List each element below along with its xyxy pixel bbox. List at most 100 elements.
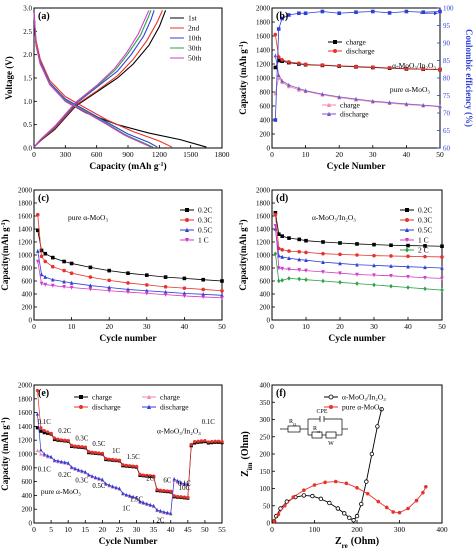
x-tick-label: 300 (394, 525, 406, 534)
y2-tick-label: 95 (443, 22, 451, 30)
series-1-point (372, 253, 376, 258)
legend-marker (329, 405, 333, 409)
panel-tag: (c) (38, 193, 49, 204)
rate-label-bottom: 0.2C (58, 472, 71, 479)
series-0-point (389, 243, 393, 248)
series-1-point (165, 489, 169, 493)
series-1-point (404, 66, 409, 71)
x-label-close: ) (163, 161, 166, 172)
legend-label: discharge (160, 403, 189, 412)
x-axis-label: Cycle Number (327, 162, 387, 172)
series-1-point (321, 251, 325, 256)
series-1-point (210, 439, 214, 444)
series-3-point (387, 100, 392, 105)
x-tick-label: 1500 (183, 150, 198, 159)
legend-marker (405, 227, 409, 232)
y-label-text: Capacity(mAh g (238, 227, 248, 291)
x-label-text: Cycle number (328, 334, 386, 344)
label-composite: α-MoO₃/In₂O₃ (392, 61, 436, 70)
series-2-point (304, 258, 308, 262)
rate-label-top: 0.1C (202, 419, 215, 426)
y-tick-label: 1000 (18, 252, 33, 260)
y-tick-label: 1800 (256, 19, 271, 27)
legend-label: α-MoO₃/In₂O₃ (342, 393, 386, 402)
series-4-point (277, 278, 281, 284)
y2-tick-label: 85 (443, 57, 451, 65)
y-tick-label: 1400 (18, 423, 33, 431)
rate-label-bottom: 1.5C (130, 496, 143, 503)
series-0-point (318, 496, 324, 502)
series-0-point (126, 271, 130, 275)
series-3-charge-line (33, 10, 152, 148)
rate-label-top: 1C (112, 448, 120, 455)
series-3-point (104, 481, 108, 486)
y-tick-label: 1600 (256, 213, 271, 221)
series-1-point (287, 60, 291, 64)
series-0-point (423, 244, 427, 248)
series-0-point (280, 234, 284, 238)
series-3-point (35, 411, 40, 416)
y-tick-label: 200 (22, 304, 33, 312)
y-tick-label: 2.5 (23, 28, 32, 36)
series-1-point (365, 491, 370, 496)
series-0-point (354, 513, 360, 519)
y-tick-label: 1800 (256, 200, 271, 208)
series-4-point (438, 9, 442, 14)
series-3-point (389, 274, 393, 278)
legend-label: 0.5C (198, 226, 212, 235)
series-2-charge-line (33, 10, 155, 148)
series-0-point (338, 241, 342, 245)
series-1-point (39, 426, 43, 430)
panel-d: 0 10 20 30 40 50 0 200 400 600 800 1000 1200 1400 1600… (238, 187, 446, 345)
x-axis-label: Cycle number (99, 334, 157, 344)
series-1-point (169, 489, 173, 493)
y-label-sup: -1 (1, 420, 7, 425)
y-label-text: Capacity(mAh g (0, 227, 10, 291)
x-label-text: Cycle Number (99, 537, 159, 547)
series-0-discharge-line (33, 12, 207, 148)
series-1-point (282, 503, 287, 508)
series-3-point (172, 476, 176, 481)
rate-label-top: 0.3C (75, 435, 88, 442)
series-1-point (423, 254, 427, 259)
x-tick-label: 15 (82, 525, 90, 534)
series-3-point (404, 101, 409, 106)
series-0-point (440, 244, 444, 249)
series-1-point (175, 494, 180, 499)
series-2-point (389, 263, 393, 268)
legend-marker (147, 394, 151, 399)
series-1-point (56, 437, 60, 441)
series-4-line (275, 253, 443, 291)
panel-tag: (a) (38, 11, 50, 22)
panel-tag: (e) (38, 388, 49, 399)
x-tick-label: 300 (60, 150, 72, 159)
series-1-point (131, 464, 135, 468)
y-tick-label: 600 (22, 278, 33, 286)
legend-label: 0.2C (198, 206, 212, 215)
series-0-point (327, 500, 332, 506)
rate-label-bottom: 0.1C (178, 480, 191, 487)
series-1-point (126, 281, 130, 285)
series-1-point (83, 445, 87, 449)
series-0-point (297, 237, 301, 242)
series-0-point (287, 236, 291, 240)
series-3-point (80, 468, 84, 473)
y-tick-label: 400 (260, 291, 271, 299)
series-1-point (145, 283, 149, 287)
series-2-point (372, 263, 376, 268)
series-1-point (338, 252, 342, 257)
y2-axis-label: Coulombic efficiency (%) (464, 29, 474, 127)
series-0-point (39, 248, 44, 253)
x-label-sub: re (342, 542, 348, 550)
warburg-element (325, 431, 337, 439)
y2-tick-label: 60 (443, 145, 451, 153)
series-0-point (335, 506, 341, 511)
series-1-point (406, 254, 410, 259)
series-3-point (276, 73, 281, 77)
series-3-point (51, 283, 55, 288)
series-3-point (39, 281, 44, 286)
rate-label-top: 2C (146, 475, 154, 482)
series-4-point (406, 285, 410, 290)
series-1-point (152, 474, 156, 478)
